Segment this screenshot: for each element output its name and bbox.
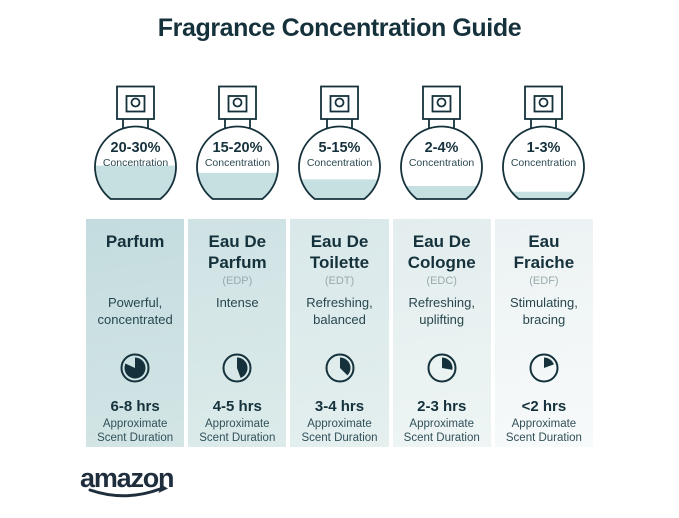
clock-wrap bbox=[290, 349, 388, 393]
bottle-nozzle-icon bbox=[539, 97, 549, 108]
bottle-cell: 15-20% Concentration bbox=[188, 85, 286, 210]
page-title: Fragrance Concentration Guide bbox=[157, 14, 522, 42]
concentration-label: Concentration bbox=[409, 157, 475, 169]
fragrance-description: Stimulating, bracing bbox=[509, 295, 578, 327]
fragrance-abbr: (EDP) bbox=[222, 275, 253, 287]
clock-wrap bbox=[495, 349, 593, 393]
bottle-liquid bbox=[511, 191, 576, 199]
fragrance-name: Eau Fraiche bbox=[513, 232, 575, 272]
scent-duration-value: <2 hrs bbox=[521, 398, 567, 415]
fragrance-name: Eau De Cologne bbox=[407, 232, 476, 272]
scent-duration-label: Approximate Scent Duration bbox=[199, 418, 276, 445]
clock-pie-fill bbox=[441, 357, 453, 370]
clock-icon bbox=[529, 353, 559, 383]
bottle-liquid bbox=[94, 165, 176, 199]
concentration-value: 2-4% bbox=[425, 140, 459, 156]
bottle-cell: 2-4% Concentration bbox=[393, 85, 491, 210]
bottle-cell: 1-3% Concentration bbox=[495, 85, 593, 210]
scent-duration-label: Approximate Scent Duration bbox=[97, 418, 174, 445]
concentration-label: Concentration bbox=[205, 157, 271, 169]
scent-duration-value: 4-5 hrs bbox=[212, 398, 262, 415]
clock-icon bbox=[222, 353, 252, 383]
perfume-bottle-icon: 2-4%Concentration bbox=[400, 85, 484, 200]
bottle-nozzle-icon bbox=[232, 97, 243, 108]
fragrance-abbr bbox=[86, 275, 184, 292]
scent-duration-value: 2-3 hrs bbox=[417, 398, 467, 415]
clock-pie-fill bbox=[543, 357, 554, 368]
concentration-value: 15-20% bbox=[212, 140, 262, 156]
perfume-bottle-icon: 5-15%Concentration bbox=[298, 85, 381, 200]
fragrance-description: Powerful, concentrated bbox=[97, 295, 173, 327]
bottles-row: 20-30% Concentration 15-20% Concentration 5-… bbox=[86, 85, 593, 210]
clock-wrap bbox=[393, 349, 491, 393]
clock-icon bbox=[120, 353, 150, 383]
amazon-smile-icon bbox=[88, 484, 168, 498]
scent-duration-value: 3-4 hrs bbox=[314, 398, 365, 415]
clock-wrap bbox=[86, 349, 184, 393]
bottle-cap-icon bbox=[217, 85, 257, 120]
bottle-nozzle-icon bbox=[334, 97, 345, 108]
amazon-logo-icon: amazon bbox=[80, 463, 175, 498]
fragrance-column-4: Eau De Cologne (EDC) Refreshing, uplifti… bbox=[392, 219, 491, 447]
scent-duration-label: Approximate Scent Duration bbox=[505, 418, 582, 445]
fragrance-column-2: Eau De Parfum (EDP) Intense 4-5 hrs Appr… bbox=[188, 219, 287, 447]
bottle-outline bbox=[502, 125, 586, 200]
clock-icon bbox=[427, 353, 457, 383]
clock-pie-fill bbox=[124, 357, 146, 379]
bottle-liquid bbox=[405, 185, 478, 199]
fragrance-name: Eau De Parfum bbox=[208, 232, 267, 272]
clock-icon bbox=[325, 353, 354, 383]
fragrance-abbr: (EDC) bbox=[426, 275, 457, 287]
bottle-nozzle-icon bbox=[436, 97, 447, 108]
fragrance-name: Parfum bbox=[105, 232, 165, 251]
fragrance-description: Refreshing, uplifting bbox=[408, 295, 475, 327]
bottle-body bbox=[401, 126, 483, 199]
bottle-cell: 20-30% Concentration bbox=[86, 85, 184, 210]
bottle-body bbox=[503, 126, 585, 199]
bottle-liquid bbox=[197, 172, 278, 199]
fragrance-name: Eau De Toilette bbox=[309, 232, 370, 272]
fragrance-abbr: (EDF) bbox=[529, 275, 559, 287]
concentration-value: 1-3% bbox=[527, 140, 561, 156]
scent-duration-label: Approximate Scent Duration bbox=[301, 418, 378, 445]
fragrance-table: Parfum Powerful, concentrated 6-8 hrs Ap… bbox=[86, 219, 594, 447]
clock-pie-fill bbox=[237, 357, 248, 378]
bottle-liquid bbox=[301, 179, 378, 199]
fragrance-column-1: Parfum Powerful, concentrated 6-8 hrs Ap… bbox=[86, 219, 185, 447]
concentration-label: Concentration bbox=[307, 157, 373, 169]
bottle-outline bbox=[400, 125, 484, 200]
clock-wrap bbox=[188, 349, 286, 393]
bottle-cell: 5-15% Concentration bbox=[290, 85, 388, 210]
fragrance-description: Intense bbox=[215, 295, 259, 310]
concentration-value: 20-30% bbox=[110, 140, 160, 156]
fragrance-abbr: (EDT) bbox=[324, 275, 355, 287]
bottle-outline bbox=[93, 125, 177, 200]
perfume-bottle-icon: 15-20%Concentration bbox=[195, 85, 279, 200]
bottle-outline bbox=[298, 125, 381, 200]
concentration-value: 5-15% bbox=[319, 140, 361, 156]
concentration-label: Concentration bbox=[102, 157, 168, 169]
fragrance-description: Refreshing, balanced bbox=[306, 295, 373, 327]
clock-pie-fill bbox=[339, 357, 350, 376]
scent-duration-label: Approximate Scent Duration bbox=[403, 418, 480, 445]
concentration-label: Concentration bbox=[511, 157, 577, 169]
perfume-bottle-icon: 1-3%Concentration bbox=[502, 85, 586, 200]
fragrance-column-3: Eau De Toilette (EDT) Refreshing, balanc… bbox=[290, 219, 389, 447]
scent-duration-value: 6-8 hrs bbox=[110, 398, 160, 415]
bottle-outline bbox=[195, 125, 279, 200]
amazon-logo: amazon bbox=[78, 460, 188, 509]
bottle-nozzle-icon bbox=[130, 97, 140, 108]
perfume-bottle-icon: 20-30%Concentration bbox=[93, 85, 177, 200]
fragrance-column-5: Eau Fraiche (EDF) Stimulating, bracing <… bbox=[494, 219, 594, 447]
